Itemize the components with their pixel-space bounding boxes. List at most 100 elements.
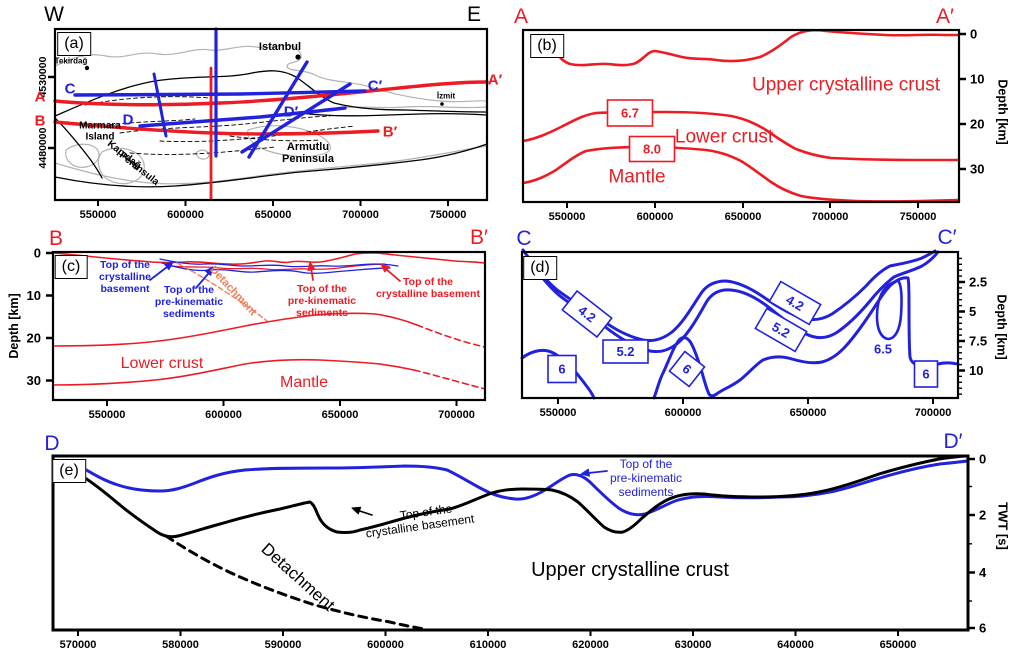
x-tick-label: 700000	[342, 209, 379, 221]
moho	[52, 358, 415, 386]
map-endpoint-C2: C′	[367, 77, 383, 95]
fault-trace	[129, 146, 276, 155]
panel-letter-d: (d)	[523, 256, 557, 280]
y-tick-label: 4	[979, 565, 987, 580]
x-tick-label: 700000	[812, 211, 849, 223]
velocity-box-label: 5.2	[616, 344, 634, 359]
section-b-start: A	[513, 5, 529, 28]
y-tick-label: 4480000	[37, 127, 49, 168]
velocity-box: 8.0	[628, 135, 676, 163]
contour-6-main	[652, 276, 960, 400]
horizon-label-blue-basement-2: crystalline	[99, 271, 151, 283]
panel-frame-d	[520, 250, 960, 400]
city-label-tekirdag: Tekirdağ	[54, 56, 88, 66]
x-tick-label: 550000	[89, 409, 126, 421]
velocity-label-6.5: 6.5	[873, 341, 893, 357]
top-prekinematic-red	[169, 263, 386, 271]
y-tick-label: 2.5	[969, 275, 987, 290]
moho	[521, 145, 961, 203]
layer-label-upper-crust: Upper crystalline crust	[752, 74, 940, 96]
axis-title-depth-b: Depth [km]	[995, 79, 1010, 145]
x-tick-label: 600000	[167, 209, 204, 221]
panel-frame-a	[53, 27, 489, 202]
velocity-box-rect	[547, 354, 577, 384]
detachment-dashed	[176, 262, 268, 322]
seismic-line-blue-sw	[240, 82, 352, 154]
x-tick-label: 580000	[162, 639, 199, 651]
arrow-shaft-red-1	[310, 269, 314, 281]
seismic-line-blue-west	[152, 72, 168, 138]
y-tick-label: 6	[979, 621, 986, 636]
panel-frame-e	[51, 454, 970, 632]
horizon-label-blue-prekin-3: sediments	[163, 308, 215, 320]
coastline-armutlu	[247, 125, 331, 158]
velocity-box: 6	[668, 350, 706, 388]
panel-frame-c	[51, 250, 487, 402]
profile-line-B	[53, 120, 380, 136]
x-tick-label: 600000	[367, 639, 404, 651]
axis-title-twt-e: TWT [s]	[995, 502, 1011, 550]
map-endpoint-B2: B′	[382, 123, 398, 141]
horizon-label-prekin-e-1: Top of the	[619, 457, 673, 471]
y-tick-label: 4530000	[37, 56, 49, 97]
y-tick-label: 2	[979, 508, 986, 523]
profile-line-D	[138, 106, 347, 128]
y-tick-label: 5	[969, 304, 976, 319]
x-tick-label: 700000	[915, 407, 952, 419]
x-tick-label: 650000	[880, 639, 917, 651]
main-fault-south	[54, 143, 488, 188]
horizon-label-blue-basement-1: Top of the	[100, 259, 150, 271]
place-label-marmara-1: Marmara	[79, 120, 121, 132]
city-label-istanbul: Istanbul	[258, 41, 302, 53]
horizon-label-red-prekin-3: sediments	[296, 307, 348, 319]
section-c-start: B	[48, 227, 64, 250]
top-crystalline-basement	[80, 454, 969, 539]
top-crystalline-basement-blue	[159, 258, 399, 268]
velocity-box-rect	[754, 307, 808, 353]
horizon-label-prekin-e-3: sediments	[618, 485, 674, 499]
panel-letter-c: (c)	[54, 255, 88, 279]
y-tick-label: 10	[969, 363, 983, 378]
fault-trace	[119, 115, 331, 134]
x-tick-label: 750000	[900, 211, 937, 223]
arrow-shaft-black	[358, 510, 373, 516]
arrow-shaft-red-2	[385, 268, 401, 282]
map-endpoint-D2: D′	[283, 103, 299, 121]
x-tick-label: 700000	[438, 409, 475, 421]
region-label-upper-crust-e: Upper crystalline crust	[531, 559, 729, 581]
moho-dashed	[413, 369, 486, 390]
panel-letter-a: (a)	[57, 32, 91, 56]
velocity-box-label: 8.0	[643, 142, 661, 157]
arrow-head-black	[351, 506, 362, 515]
velocity-box-rect	[768, 280, 822, 326]
map-east-label: E	[466, 3, 482, 26]
city-dot	[440, 102, 444, 106]
arrow-head-red-2	[380, 263, 390, 273]
velocity-box-rect	[561, 289, 613, 339]
place-label-armutlu-1: Armutlu	[286, 141, 330, 153]
section-c-end: B′	[470, 226, 488, 249]
velocity-box: 5.2	[754, 307, 808, 353]
coastline-marmara-island	[65, 143, 100, 168]
velocity-box: 5.2	[602, 339, 649, 364]
map-endpoint-A: A	[34, 88, 46, 106]
x-tick-label: 600000	[205, 409, 242, 421]
velocity-box-rect	[668, 350, 706, 388]
layer-label-lower-crust: Lower crust	[674, 126, 774, 148]
axis-title-depth-d: Depth [km]	[994, 294, 1009, 360]
x-tick-label: 550000	[540, 407, 577, 419]
top-lower-crust-dashed	[416, 324, 486, 348]
profile-line-C	[73, 89, 367, 97]
y-tick-label: 7.5	[969, 334, 987, 349]
horizon-label-blue-basement-3: basement	[100, 283, 150, 295]
place-label-marmara-2: Island	[85, 131, 115, 143]
contour-6.5-loop	[875, 279, 903, 341]
x-tick-label: 630000	[675, 639, 712, 651]
arrow-head-blue-2	[204, 266, 214, 276]
velocity-box-rect	[913, 360, 939, 388]
velocity-box-rect	[602, 339, 649, 364]
horizon-label-red-basement-2: crystalline basement	[376, 288, 480, 300]
x-tick-label: 650000	[322, 409, 359, 421]
city-label-izmit: İzmit	[436, 91, 456, 101]
